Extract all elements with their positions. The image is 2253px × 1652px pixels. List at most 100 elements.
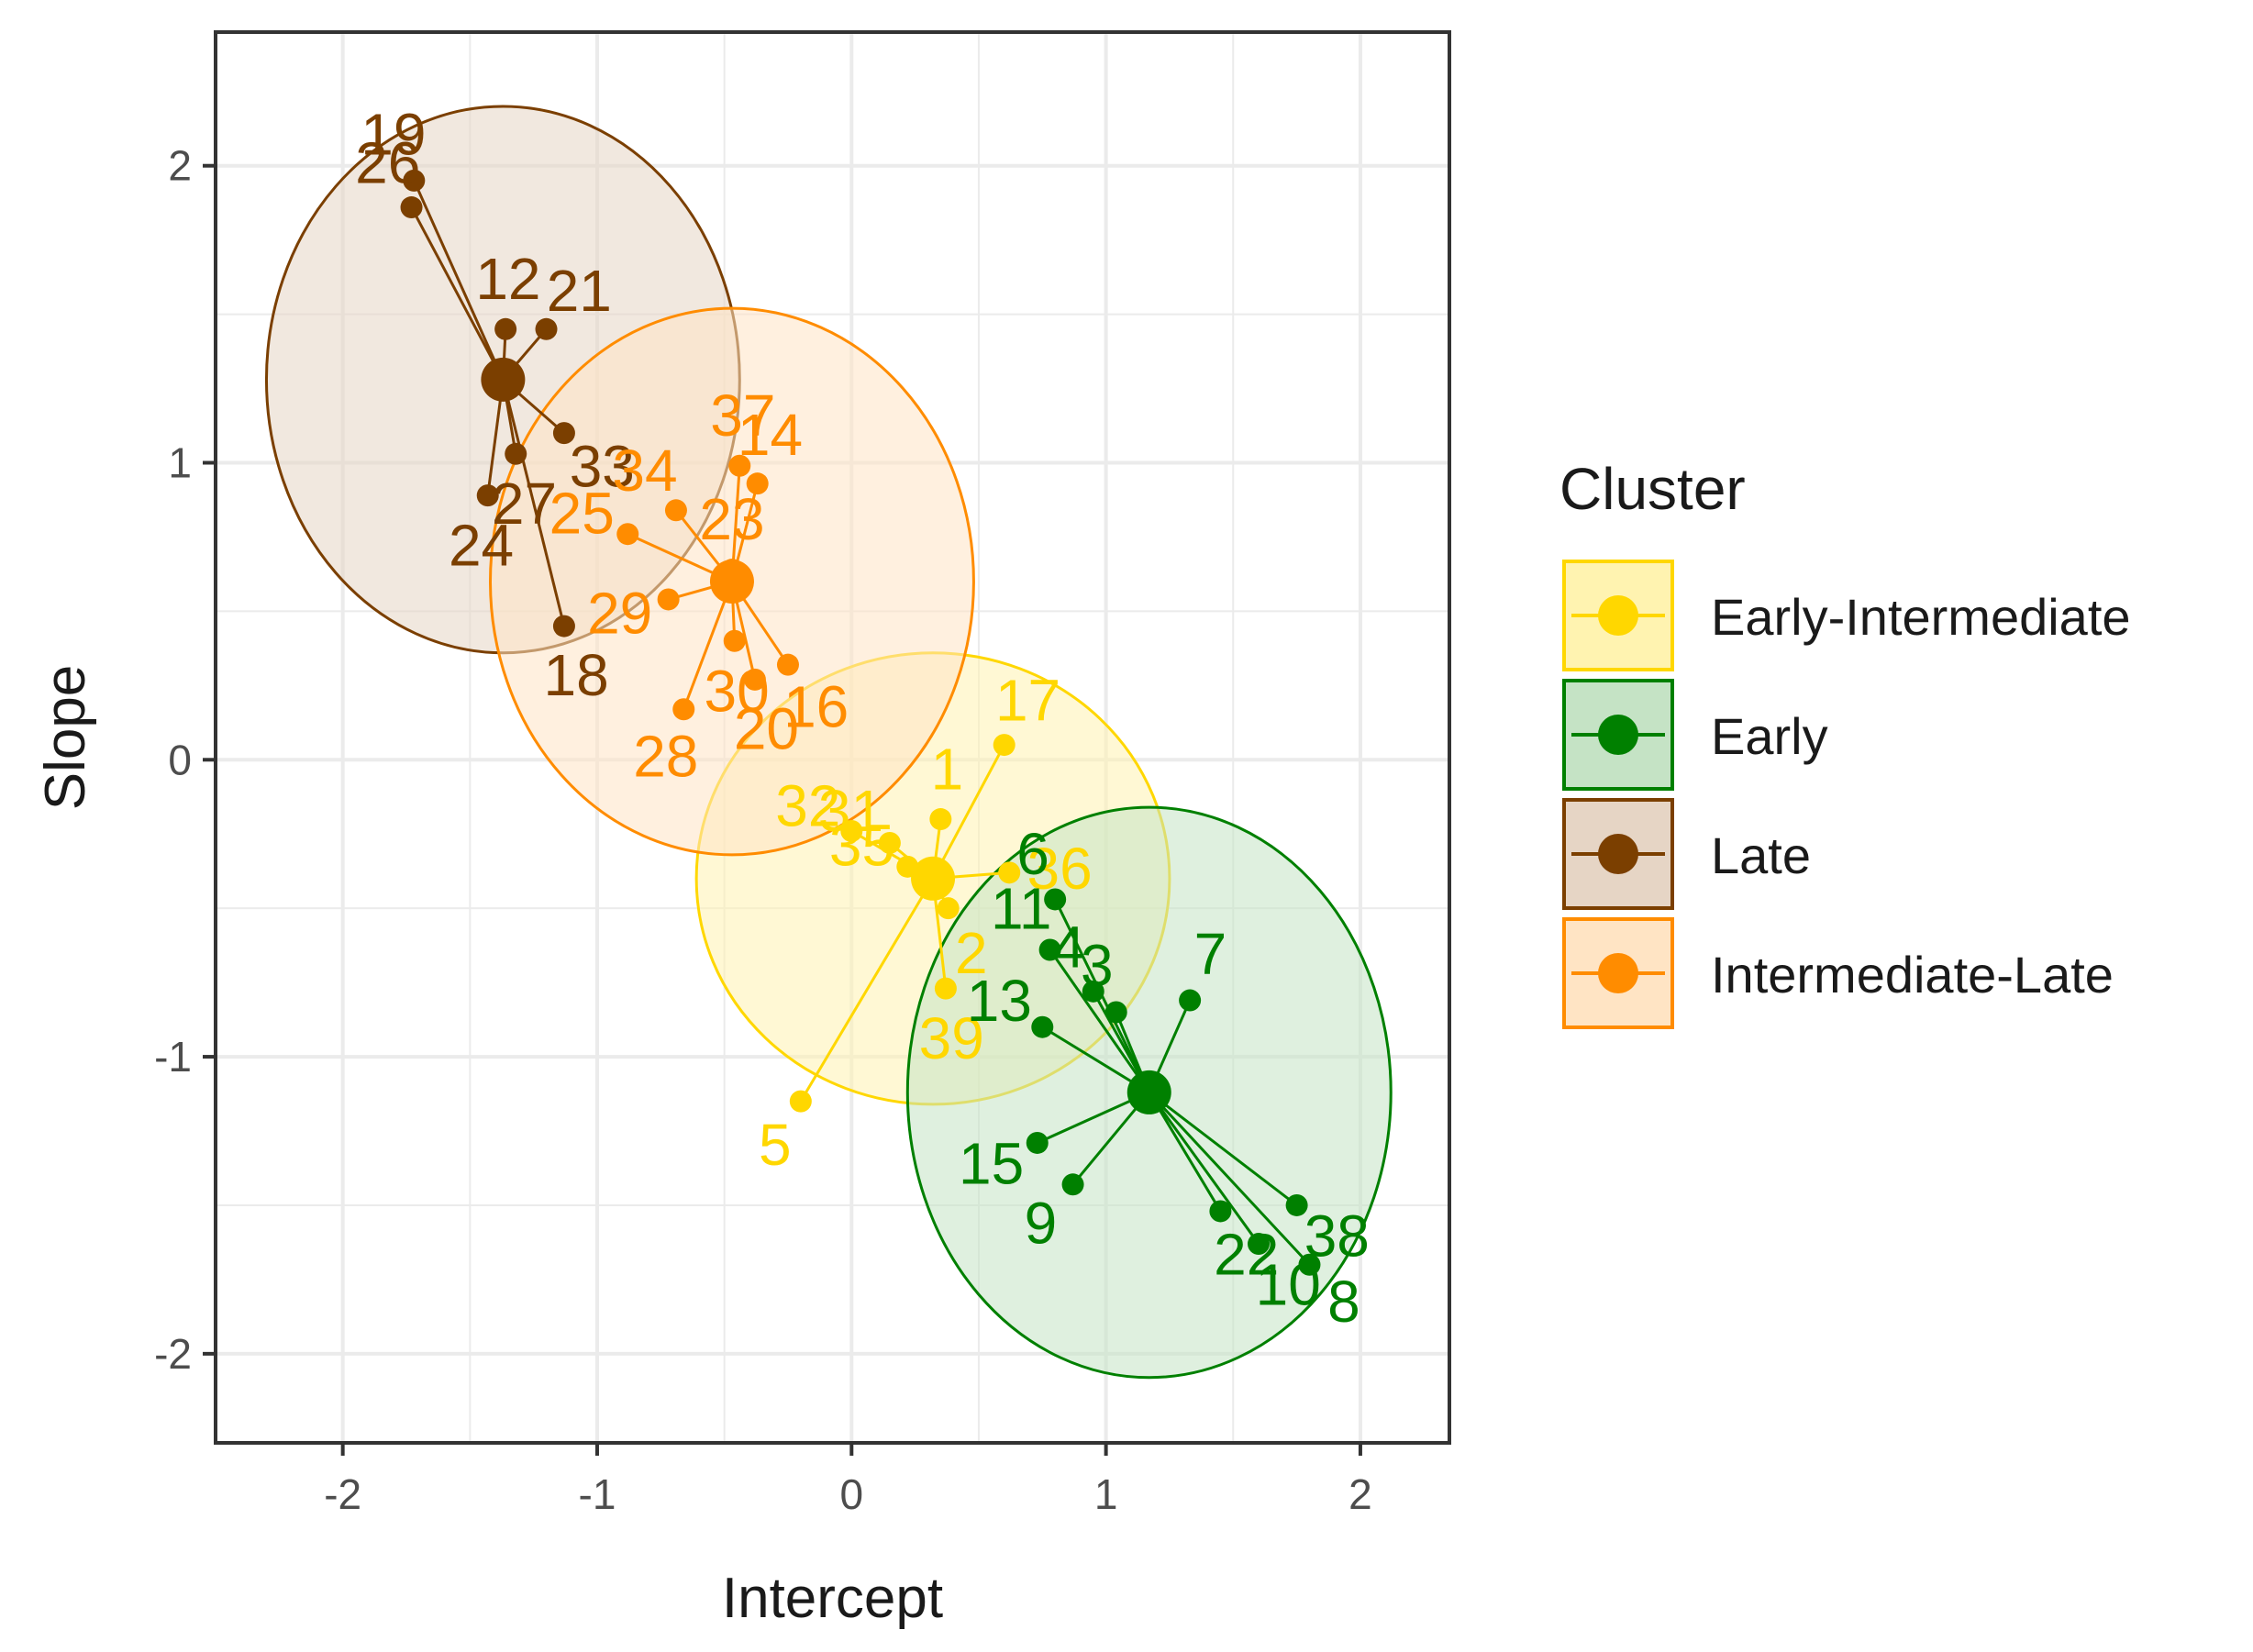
point-early-intermediate-39: [934, 977, 957, 1000]
point-label-intermediate-late-16: 16: [783, 673, 849, 739]
point-intermediate-late-29: [657, 588, 680, 611]
point-early-4: [1082, 980, 1104, 1003]
point-late-21: [535, 317, 558, 340]
point-late-24: [476, 484, 499, 507]
plot-panel-border: [214, 30, 1451, 1445]
spoke-late-26: [410, 206, 505, 381]
point-late-18: [552, 615, 575, 638]
point-late-33: [552, 422, 575, 445]
legend-label-early-intermediate: Early-Intermediate: [1711, 588, 2131, 646]
point-early-15: [1026, 1131, 1049, 1154]
point-late-26: [400, 196, 423, 219]
point-intermediate-late-37: [728, 454, 751, 477]
point-label-intermediate-late-30: 30: [704, 659, 769, 725]
point-label-late-24: 24: [449, 513, 514, 579]
point-label-early-22: 22: [1214, 1222, 1279, 1288]
legend-item-early-intermediate: Early-Intermediate: [1562, 560, 2131, 671]
point-early-7: [1179, 989, 1202, 1012]
point-label-late-19: 19: [361, 102, 426, 168]
point-label-early-intermediate-31: 31: [818, 778, 883, 844]
centroid-late: [481, 357, 526, 402]
point-label-intermediate-late-23: 23: [699, 486, 764, 552]
x-axis-title: Intercept: [722, 1567, 943, 1630]
point-label-early-intermediate-17: 17: [995, 668, 1060, 734]
legend-key-point: [1598, 953, 1638, 993]
point-intermediate-late-16: [776, 653, 799, 676]
spoke-early-22: [1148, 1092, 1222, 1213]
point-label-early-6: 6: [1016, 821, 1049, 887]
cluster-ellipses: [264, 105, 1393, 1380]
point-label-early-10: 10: [1256, 1252, 1321, 1318]
spoke-late-19: [412, 180, 505, 381]
point-label-intermediate-late-29: 29: [587, 580, 652, 646]
point-label-intermediate-late-25: 25: [549, 480, 615, 546]
point-early-intermediate-36: [998, 861, 1021, 884]
x-tick-label: 1: [1094, 1470, 1118, 1518]
point-label-early-intermediate-35: 35: [829, 813, 894, 879]
point-label-early-13: 13: [967, 968, 1032, 1034]
point-late-19: [403, 169, 426, 192]
point-label-late-21: 21: [547, 258, 612, 324]
point-label-early-11: 11: [991, 875, 1051, 941]
y-tick-label: -2: [154, 1330, 192, 1378]
point-label-late-27: 27: [492, 471, 557, 537]
point-intermediate-late-14: [746, 472, 769, 495]
point-label-early-7: 7: [1194, 921, 1227, 987]
point-label-intermediate-late-20: 20: [734, 695, 799, 761]
data-points: [400, 169, 1321, 1276]
point-early-22: [1209, 1200, 1232, 1223]
centroid-early: [1126, 1070, 1171, 1114]
point-label-early-8: 8: [1327, 1269, 1360, 1335]
centroid-intermediate-late: [709, 560, 754, 604]
point-early-intermediate-17: [993, 734, 1016, 757]
point-early-8: [1298, 1253, 1321, 1276]
point-early-3: [1104, 1001, 1127, 1024]
legend-key-point: [1598, 595, 1638, 636]
legend-key-point: [1598, 715, 1638, 755]
point-intermediate-late-28: [672, 698, 695, 721]
point-label-early-intermediate-36: 36: [1027, 836, 1092, 902]
y-axis-title: Slope: [34, 665, 97, 811]
legend-label-early: Early: [1711, 707, 1828, 765]
y-tick-label: 1: [168, 438, 192, 486]
spoke-early-38: [1148, 1091, 1298, 1207]
x-tick-label: 2: [1348, 1470, 1372, 1518]
x-tick-label: -1: [579, 1470, 616, 1518]
point-label-intermediate-late-34: 34: [612, 438, 677, 504]
point-intermediate-late-30: [723, 629, 746, 652]
legend: Cluster Early-Intermediate Early Late Inter…: [1559, 456, 2131, 1029]
centroid-early-intermediate: [911, 856, 956, 901]
point-intermediate-late-20: [743, 668, 766, 691]
point-label-early-intermediate-1: 1: [931, 736, 964, 802]
point-early-11: [1038, 938, 1061, 961]
point-early-38: [1285, 1193, 1308, 1216]
point-label-early-intermediate-32: 32: [775, 772, 840, 838]
point-intermediate-late-25: [616, 523, 639, 546]
x-tick-label: -2: [324, 1470, 361, 1518]
point-intermediate-late-34: [664, 499, 687, 522]
point-late-12: [494, 317, 517, 340]
point-late-27: [505, 442, 527, 465]
point-label-intermediate-late-14: 14: [738, 402, 803, 468]
point-label-late-26: 26: [355, 129, 420, 195]
point-label-early-intermediate-2: 2: [955, 920, 988, 986]
point-early-9: [1061, 1173, 1084, 1196]
spoke-intermediate-late-28: [682, 581, 734, 710]
y-tick-label: -1: [154, 1033, 192, 1081]
spoke-early-11: [1049, 948, 1150, 1093]
point-label-early-4: 4: [1052, 915, 1085, 981]
point-label-early-intermediate-5: 5: [759, 1112, 792, 1178]
spoke-late-18: [501, 379, 566, 626]
legend-item-intermediate-late: Intermediate-Late: [1562, 917, 2114, 1029]
point-early-intermediate-1: [929, 808, 952, 831]
point-early-13: [1031, 1015, 1054, 1038]
spoke-early-intermediate-17: [931, 744, 1006, 880]
point-early-intermediate-2: [937, 897, 960, 920]
point-label-early-9: 9: [1025, 1191, 1058, 1257]
legend-label-intermediate-late: Intermediate-Late: [1711, 946, 2114, 1003]
y-tick-label: 2: [168, 142, 192, 190]
point-early-10: [1248, 1233, 1271, 1256]
